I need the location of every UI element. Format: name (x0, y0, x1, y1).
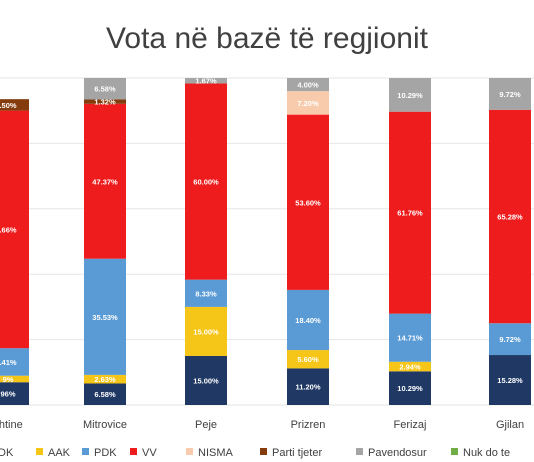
legend-label: PDK (94, 447, 117, 459)
data-label: 15.00% (193, 327, 219, 336)
legend-swatch (130, 448, 137, 455)
data-label: 1.67% (195, 77, 217, 86)
data-label: 10.29% (397, 384, 423, 393)
data-label: 47.37% (92, 177, 118, 186)
bar-segment (287, 91, 329, 115)
data-label: 60.00% (193, 178, 219, 187)
legend-swatch (36, 448, 43, 455)
bar-segment (84, 258, 126, 375)
legend-label: NISMA (198, 447, 234, 459)
bar-segment (84, 383, 126, 405)
chart-title: Vota në bazë të regjionit (106, 22, 428, 55)
grid-lines (0, 77, 534, 406)
bar-segment (389, 361, 431, 372)
x-tick-label: Peje (195, 419, 217, 431)
bar-segment (489, 109, 531, 324)
legend-label: DK (0, 447, 14, 459)
bars (0, 77, 531, 405)
data-label: 35.53% (92, 313, 118, 322)
data-label: 14.71% (397, 334, 423, 343)
bar-segment (287, 114, 329, 290)
bar-segment (84, 99, 126, 104)
data-label: .41% (0, 358, 17, 367)
data-label: .66% (0, 225, 17, 234)
bar-segment (0, 375, 29, 383)
bar-segment (84, 77, 126, 100)
bar-segment (0, 348, 29, 376)
bar-segment (0, 99, 29, 111)
data-label: 5.60% (297, 355, 319, 364)
legend: DK AAK PDK VV NISMA Parti tjeter Pavendosur Nuk… (0, 447, 510, 459)
data-label: 65.28% (497, 213, 523, 222)
data-label: 2.63% (94, 375, 116, 384)
bar-segment (287, 78, 329, 92)
bar-segment (287, 289, 329, 351)
bar-segment (389, 371, 431, 405)
x-axis-tick-labels: shtine Mitrovice Peje Prizren Ferizaj Gjilan (0, 419, 524, 431)
data-label: 61.76% (397, 209, 423, 218)
legend-swatch (260, 448, 267, 455)
bar-segment (389, 78, 431, 112)
legend-label: AAK (48, 447, 71, 459)
bar-segment (489, 323, 531, 356)
bar-segment (185, 279, 227, 307)
x-tick-label: Ferizaj (393, 419, 426, 431)
x-tick-label: Gjilan (496, 419, 524, 431)
legend-label: VV (142, 447, 157, 459)
data-label: 15.00% (193, 376, 219, 385)
data-label: 9% (3, 375, 14, 384)
data-label: 15.28% (497, 376, 523, 385)
legend-label: Parti tjeter (272, 447, 322, 459)
x-tick-label: shtine (0, 419, 23, 431)
data-label: 1.32% (94, 98, 116, 107)
bar-segment (389, 111, 431, 314)
bar-segment (185, 306, 227, 356)
bar-segment (389, 313, 431, 362)
data-label: 6.58% (94, 390, 116, 399)
bar-segment (287, 350, 329, 369)
data-label: 8.33% (195, 289, 217, 298)
bar-segment (84, 103, 126, 259)
x-tick-label: Mitrovice (83, 419, 127, 431)
data-label: 96% (0, 390, 15, 399)
bar-segment (0, 382, 29, 405)
x-tick-label: Prizren (291, 419, 326, 431)
legend-swatch (451, 448, 458, 455)
data-label: .50% (0, 101, 17, 110)
data-label: 7.20% (297, 99, 319, 108)
legend-label: Nuk do te (463, 447, 510, 459)
bar-segment (489, 355, 531, 405)
data-label: 9.72% (499, 335, 521, 344)
data-label: 10.29% (397, 91, 423, 100)
data-label: 53.60% (295, 198, 321, 207)
data-label: 11.20% (295, 383, 320, 392)
data-label: 18.40% (295, 316, 321, 325)
bar-segment (185, 78, 227, 84)
data-label: 4.00% (297, 81, 319, 90)
data-label: 9.72% (499, 90, 521, 99)
legend-swatch (82, 448, 89, 455)
legend-label: Pavendosur (368, 447, 427, 459)
bar-segment (0, 110, 29, 349)
bar-segment (84, 374, 126, 384)
bar-segment (287, 368, 329, 405)
bar-segment (185, 355, 227, 405)
data-label: 2.94% (399, 363, 421, 372)
data-label: 6.58% (94, 85, 116, 94)
data-labels: 96% 9% .41% .66% .50% 6.58% 2.63% 35.53% 47.37% 1… (0, 77, 523, 400)
bar-segment (185, 83, 227, 280)
legend-swatch (356, 448, 363, 455)
bar-segment (489, 78, 531, 110)
legend-swatch (186, 448, 193, 455)
